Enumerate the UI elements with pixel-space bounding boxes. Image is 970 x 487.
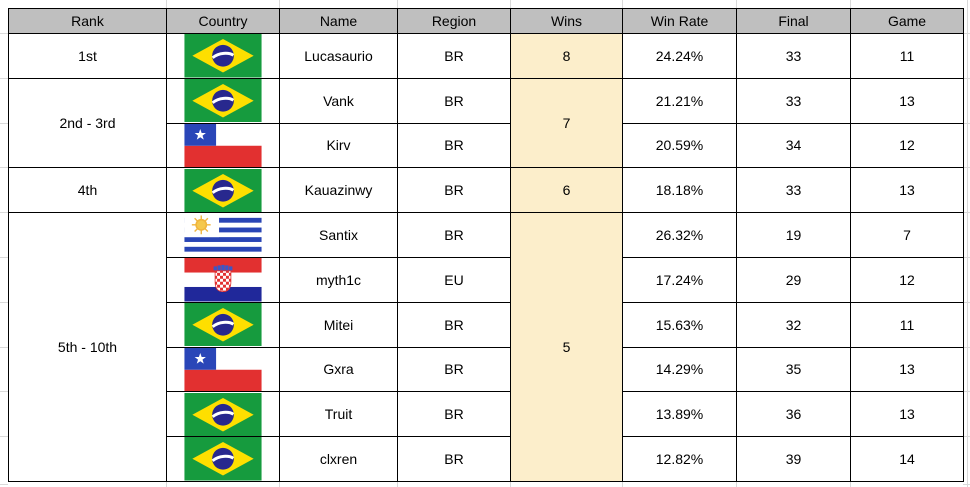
wins-cell[interactable]: 7 xyxy=(510,77,623,169)
wins-cell[interactable]: 8 xyxy=(510,33,623,79)
region-cell[interactable]: BR xyxy=(397,391,511,438)
region-cell[interactable]: BR xyxy=(397,212,511,258)
table-row: Mitei BR 15.63% 32 11 xyxy=(9,301,964,348)
name-cell[interactable]: Santix xyxy=(279,212,398,258)
final-cell[interactable]: 33 xyxy=(736,77,851,124)
table-row: 4th Kauazinwy BR 6 18.18% 33 13 xyxy=(8,167,964,214)
rank-cell[interactable]: 5th - 10th xyxy=(8,212,167,482)
country-cell[interactable] xyxy=(166,301,280,348)
region-cell[interactable]: EU xyxy=(397,256,511,303)
name-cell[interactable]: Truit xyxy=(279,391,398,438)
game-cell[interactable]: 13 xyxy=(850,391,964,438)
table-row: Truit BR 13.89% 36 13 xyxy=(9,391,964,438)
country-cell[interactable] xyxy=(166,33,280,79)
win-rate-cell[interactable]: 18.18% xyxy=(622,167,737,214)
column-header-win-rate[interactable]: Win Rate xyxy=(622,8,737,34)
final-cell[interactable]: 33 xyxy=(736,33,851,79)
game-cell[interactable]: 7 xyxy=(850,212,964,258)
wins-cell[interactable]: 6 xyxy=(510,167,623,214)
table-row: 1st Lucasaurio BR 8 24.24% 33 11 xyxy=(8,33,964,79)
table-row: myth1c EU 17.24% 29 12 xyxy=(9,256,964,303)
win-rate-cell[interactable]: 24.24% xyxy=(622,33,737,79)
region-cell[interactable]: BR xyxy=(397,167,511,214)
name-cell[interactable]: Kirv xyxy=(279,122,398,169)
country-cell[interactable] xyxy=(166,122,280,169)
name-cell[interactable]: Kauazinwy xyxy=(279,167,398,214)
rank-cell[interactable]: 2nd - 3rd xyxy=(8,77,167,169)
croatia-flag-icon xyxy=(184,258,262,302)
brazil-flag-icon xyxy=(184,392,262,436)
final-cell[interactable]: 34 xyxy=(736,122,851,169)
brazil-flag-icon xyxy=(184,437,262,481)
game-cell[interactable]: 12 xyxy=(850,122,964,169)
game-cell[interactable]: 12 xyxy=(850,256,964,303)
region-cell[interactable]: BR xyxy=(397,122,511,169)
name-cell[interactable]: Vank xyxy=(279,77,398,124)
name-cell[interactable]: Gxra xyxy=(279,346,398,393)
win-rate-cell[interactable]: 21.21% xyxy=(622,77,737,124)
wins-cell[interactable]: 5 xyxy=(510,212,623,482)
final-cell[interactable]: 33 xyxy=(736,167,851,214)
column-header-final[interactable]: Final xyxy=(736,8,851,34)
win-rate-cell[interactable]: 13.89% xyxy=(622,391,737,438)
brazil-flag-icon xyxy=(184,168,262,212)
win-rate-cell[interactable]: 12.82% xyxy=(622,436,737,482)
country-cell[interactable] xyxy=(166,167,280,214)
country-cell[interactable] xyxy=(166,256,280,303)
name-cell[interactable]: myth1c xyxy=(279,256,398,303)
brazil-flag-icon xyxy=(184,34,262,78)
game-cell[interactable]: 13 xyxy=(850,77,964,124)
column-header-rank[interactable]: Rank xyxy=(8,8,167,34)
chile-flag-icon xyxy=(184,124,262,167)
game-cell[interactable]: 13 xyxy=(850,346,964,393)
country-cell[interactable] xyxy=(166,436,280,482)
region-cell[interactable]: BR xyxy=(397,346,511,393)
rank-cell[interactable]: 4th xyxy=(8,167,167,214)
final-cell[interactable]: 32 xyxy=(736,301,851,348)
table-row: 2nd - 3rd Vank BR 7 21.21% 33 13 xyxy=(8,77,964,169)
game-cell[interactable]: 14 xyxy=(850,436,964,482)
country-cell[interactable] xyxy=(166,77,280,124)
final-cell[interactable]: 29 xyxy=(736,256,851,303)
win-rate-cell[interactable]: 15.63% xyxy=(622,301,737,348)
region-cell[interactable]: BR xyxy=(397,301,511,348)
country-cell[interactable] xyxy=(166,346,280,393)
win-rate-cell[interactable]: 20.59% xyxy=(622,122,737,169)
uruguay-flag-icon xyxy=(184,213,262,257)
game-cell[interactable]: 11 xyxy=(850,33,964,79)
name-cell[interactable]: Lucasaurio xyxy=(279,33,398,79)
header-row: Rank Country Name Region Wins Win Rate F… xyxy=(8,8,964,34)
country-cell[interactable] xyxy=(166,391,280,438)
leaderboard-table: Rank Country Name Region Wins Win Rate F… xyxy=(8,8,964,482)
rank-cell[interactable]: 1st xyxy=(8,33,167,79)
final-cell[interactable]: 36 xyxy=(736,391,851,438)
win-rate-cell[interactable]: 14.29% xyxy=(622,346,737,393)
game-cell[interactable]: 13 xyxy=(850,167,964,214)
brazil-flag-icon xyxy=(184,79,262,123)
brazil-flag-icon xyxy=(184,303,262,347)
column-header-wins[interactable]: Wins xyxy=(510,8,623,34)
final-cell[interactable]: 19 xyxy=(736,212,851,258)
win-rate-cell[interactable]: 17.24% xyxy=(622,256,737,303)
name-cell[interactable]: Mitei xyxy=(279,301,398,348)
country-cell[interactable] xyxy=(166,212,280,258)
table-row: Gxra BR 14.29% 35 13 xyxy=(9,346,964,393)
column-header-country[interactable]: Country xyxy=(166,8,280,34)
table-row: clxren BR 12.82% 39 14 xyxy=(9,436,964,482)
column-header-name[interactable]: Name xyxy=(279,8,398,34)
game-cell[interactable]: 11 xyxy=(850,301,964,348)
region-cell[interactable]: BR xyxy=(397,436,511,482)
chile-flag-icon xyxy=(184,348,262,391)
column-header-region[interactable]: Region xyxy=(397,8,511,34)
region-cell[interactable]: BR xyxy=(397,33,511,79)
region-cell[interactable]: BR xyxy=(397,77,511,124)
table-row: Kirv BR 20.59% 34 12 xyxy=(9,122,964,169)
final-cell[interactable]: 39 xyxy=(736,436,851,482)
table-row: 5th - 10th Santix BR 5 26.32% 19 7 xyxy=(8,212,964,482)
name-cell[interactable]: clxren xyxy=(279,436,398,482)
win-rate-cell[interactable]: 26.32% xyxy=(622,212,737,258)
final-cell[interactable]: 35 xyxy=(736,346,851,393)
column-header-game[interactable]: Game xyxy=(850,8,964,34)
